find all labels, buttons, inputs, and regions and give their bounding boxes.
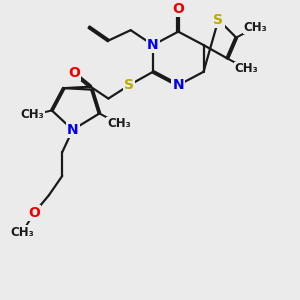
Text: N: N <box>67 123 79 137</box>
Text: O: O <box>68 66 80 80</box>
Text: S: S <box>124 78 134 92</box>
Text: O: O <box>28 206 40 220</box>
Text: CH₃: CH₃ <box>21 108 44 122</box>
Text: S: S <box>213 13 224 27</box>
Text: O: O <box>172 2 184 16</box>
Text: N: N <box>147 38 159 52</box>
Text: N: N <box>172 78 184 92</box>
Text: CH₃: CH₃ <box>107 117 130 130</box>
Text: CH₃: CH₃ <box>244 21 267 34</box>
Text: CH₃: CH₃ <box>235 62 259 75</box>
Text: CH₃: CH₃ <box>10 226 34 239</box>
